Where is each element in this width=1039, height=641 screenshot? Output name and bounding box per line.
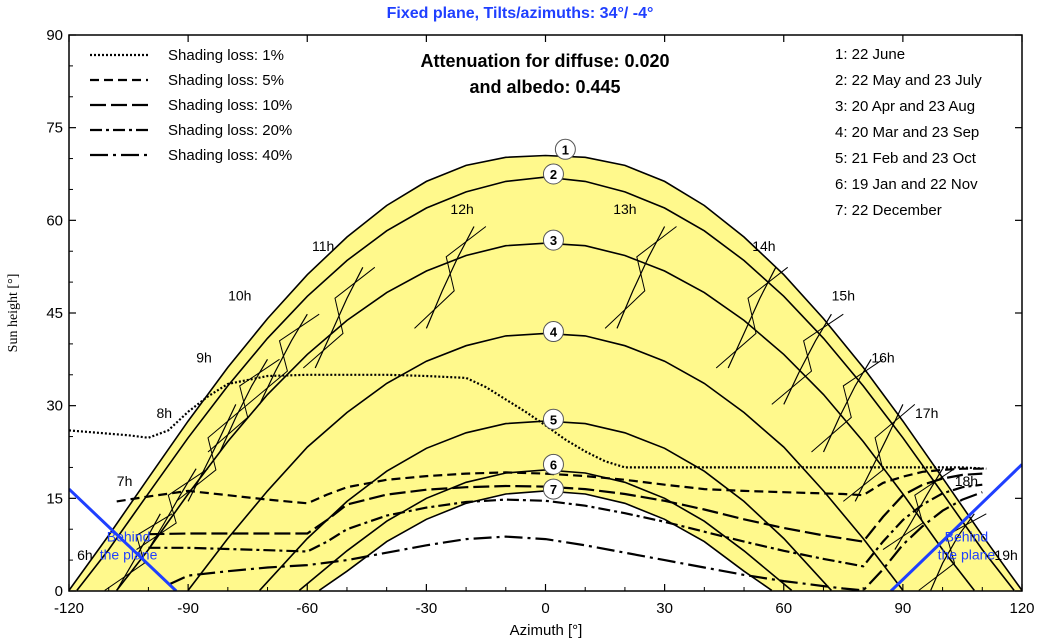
y-tick-label: 90 [46,27,63,44]
plane-line-1 [69,488,178,591]
sun-path-label-7: 7 [550,482,557,497]
hour-loop-13 [604,226,677,329]
legend-shading-label: Shading loss: 5% [168,72,284,89]
plot-area: Behind the plane Behind the plane 12 3 4 5 6 7 6h 7… [69,138,1022,591]
plane-line-2 [889,463,1022,591]
shading-curve-3 [148,472,983,543]
legend-date-label: 5: 21 Feb and 23 Oct [835,150,977,167]
legend-shading-label: Shading loss: 40% [168,147,292,164]
hour-loop-15 [771,313,844,405]
hour-label-10h: 10h [228,288,251,304]
sun-path-label-circle-2 [542,163,564,185]
legend-date-label: 3: 20 Apr and 23 Aug [835,98,975,115]
behind-plane-right-line-2: the plane [938,547,996,563]
attenuation-albedo-text: and albedo: 0.445 [469,77,620,97]
y-tick-label: 45 [46,305,63,322]
behind-plane-right-line-1: Behind [945,529,989,545]
x-tick-label: 0 [541,600,549,617]
y-tick-label: 60 [46,212,63,229]
x-tick-label: -30 [416,600,438,617]
x-tick-label: 120 [1009,600,1034,617]
x-tick-label: 30 [656,600,673,617]
legend-shading-label: Shading loss: 1% [168,47,284,64]
behind-plane-left-line-2: the plane [100,547,158,563]
hour-loop-7 [136,468,209,551]
legend-shading-label: Shading loss: 20% [168,122,292,139]
hour-loop-12 [414,226,487,329]
hour-label-14h: 14h [752,238,775,254]
y-tick-label: 30 [46,398,63,415]
y-tick-label: 0 [55,583,63,600]
hour-loop-17 [842,404,916,502]
sun-path-1 [69,154,1022,591]
hour-label-15h: 15h [832,288,855,304]
sun-path-label-circle-1 [554,138,576,160]
y-tick-label: 75 [46,120,63,137]
hour-label-9h: 9h [196,349,212,365]
attenuation-diffuse-text: Attenuation for diffuse: 0.020 [420,51,669,71]
sun-path-label-circle-4 [542,321,564,343]
behind-plane-left-line-1: Behind [107,529,151,545]
sun-path-label-circle-6 [542,453,564,475]
x-tick-label: -90 [177,600,199,617]
legend-dates: 1: 22 June 2: 22 May and 23 July 3: 20 Apr… [835,46,982,219]
hour-loop-8 [175,404,249,502]
legend-shading-label: Shading loss: 10% [168,97,292,114]
chart-title: Fixed plane, Tilts/azimuths: 34°/ -4° [387,5,654,22]
hour-label-18h: 18h [955,473,978,489]
sun-path-label-1: 1 [562,142,569,157]
hour-loop-19 [918,513,987,591]
shading-curve-4 [148,483,983,568]
x-tick-label: 90 [895,600,912,617]
hour-label-6h: 6h [77,547,93,563]
hour-label-11h: 11h [312,238,334,254]
x-axis-title: Azimuth [°] [510,622,583,639]
legend-date-label: 1: 22 June [835,46,905,63]
sun-path-label-2: 2 [550,167,557,182]
legend-date-label: 6: 19 Jan and 22 Nov [835,176,978,193]
hour-loop-9 [207,358,280,453]
hour-label-12h: 12h [450,201,473,217]
sun-path-label-circle-5 [542,408,564,430]
y-tick-label: 15 [46,490,63,507]
plot-clip-group [69,154,1022,591]
hour-label-7h: 7h [117,473,133,489]
sun-path-label-circle-3 [542,229,564,251]
legend-date-label: 4: 20 Mar and 23 Sep [835,124,979,141]
sun-band-fill [69,155,1022,591]
y-axis-title: Sun height [°] [6,274,21,353]
sun-path-label-circle-7 [542,478,564,500]
hour-label-8h: 8h [157,405,173,421]
sun-path-label-4: 4 [550,325,558,340]
hour-loop-16 [811,358,884,453]
hour-loop-14 [715,266,789,369]
legend-date-label: 2: 22 May and 23 July [835,72,982,89]
x-tick-label: 60 [775,600,792,617]
sun-path-label-5: 5 [550,412,557,427]
hour-label-16h: 16h [871,349,894,365]
hour-label-17h: 17h [915,405,938,421]
sun-path-label-3: 3 [550,233,557,248]
shading-curve-5 [167,491,983,591]
hour-loop-6 [104,513,173,591]
legend-shading: Shading loss: 1% Shading loss: 5% Shading … [90,47,292,164]
hour-label-19h: 19h [994,547,1017,563]
legend-date-label: 7: 22 December [835,202,942,219]
shading-curve-2 [116,467,983,505]
x-tick-label: -60 [296,600,318,617]
sun-path-label-6: 6 [550,457,557,472]
hour-label-13h: 13h [613,201,636,217]
hour-loop-10 [247,313,320,405]
hour-loop-11 [302,266,376,369]
x-tick-label: -120 [54,600,84,617]
